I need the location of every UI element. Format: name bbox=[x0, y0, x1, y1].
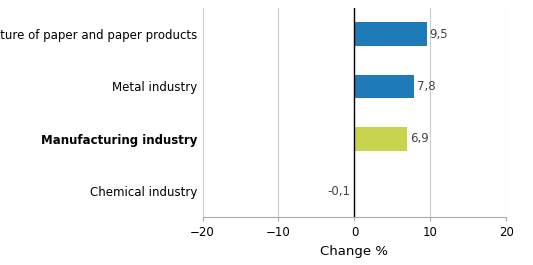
X-axis label: Change %: Change % bbox=[320, 245, 389, 258]
Bar bbox=[354, 75, 414, 98]
Text: 6,9: 6,9 bbox=[410, 132, 429, 145]
Text: 9,5: 9,5 bbox=[430, 28, 448, 41]
Bar bbox=[354, 22, 426, 46]
Text: -0,1: -0,1 bbox=[328, 185, 351, 198]
Text: 7,8: 7,8 bbox=[417, 80, 435, 93]
Bar bbox=[354, 127, 407, 151]
